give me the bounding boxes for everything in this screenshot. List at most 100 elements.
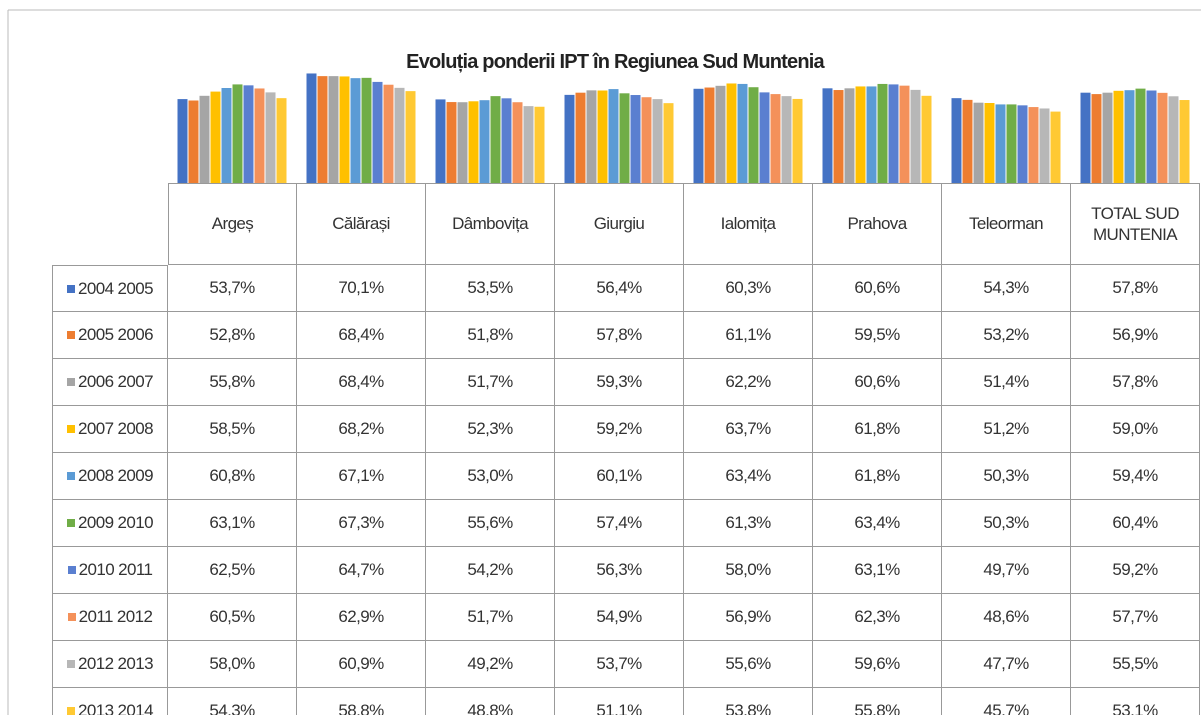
table-value-text: 63,1%: [854, 560, 900, 580]
table-value-text: 53,1%: [1112, 701, 1158, 715]
table-value: 59,3%: [555, 359, 684, 406]
table-value-text: 61,8%: [854, 419, 900, 439]
table-value-text: 68,4%: [338, 325, 384, 345]
table-value-text: 57,8%: [1112, 278, 1158, 298]
table-value-text: 61,3%: [725, 513, 771, 533]
table-value: 57,4%: [555, 500, 684, 547]
bar: [726, 83, 737, 183]
legend-key: [67, 472, 76, 480]
table-value: 61,1%: [684, 312, 813, 359]
bar: [501, 98, 512, 183]
legend-entry-text: 2010 2011: [78, 560, 153, 580]
table-value: 55,8%: [813, 688, 942, 715]
table-value: 56,3%: [555, 547, 684, 594]
bar: [1157, 92, 1168, 183]
table-value-text: 59,2%: [596, 419, 642, 439]
bar: [221, 88, 232, 183]
legend-key: [67, 613, 76, 621]
table-value: 50,3%: [942, 500, 1071, 547]
table-value: 61,3%: [684, 500, 813, 547]
bar: [350, 78, 361, 183]
table-value: 54,3%: [168, 688, 297, 715]
table-value-text: 60,6%: [854, 372, 900, 392]
bar: [652, 99, 663, 183]
table-value-text: 59,6%: [854, 654, 900, 674]
bar: [877, 83, 888, 183]
table-value-text: 58,0%: [209, 654, 255, 674]
table-value: 59,5%: [813, 312, 942, 359]
bar: [1168, 96, 1179, 183]
category-header: Argeș: [168, 183, 297, 265]
table-value-text: 53,2%: [983, 325, 1029, 345]
table-value: 53,2%: [942, 312, 1071, 359]
table-value: 51,1%: [555, 688, 684, 715]
table-value-text: 57,7%: [1112, 607, 1158, 627]
legend-key: [67, 519, 76, 527]
bar: [1050, 111, 1061, 183]
legend-entry: 2010 2011: [52, 547, 168, 594]
category-header: Călărași: [297, 183, 426, 265]
category-header-text: Dâmbovița: [452, 214, 528, 234]
table-value: 59,2%: [555, 406, 684, 453]
table-value-text: 51,7%: [467, 607, 513, 627]
table-value: 63,1%: [168, 500, 297, 547]
bar: [693, 88, 704, 183]
table-value-text: 53,0%: [467, 466, 513, 486]
legend-entry-text: 2006 2007: [78, 372, 154, 392]
legend-entry: 2008 2009: [52, 453, 168, 500]
bar: [951, 98, 962, 183]
category-header: TOTAL SUD MUNTENIA: [1071, 183, 1200, 265]
bar: [254, 88, 265, 183]
table-value: 62,3%: [813, 594, 942, 641]
table-value: 56,9%: [684, 594, 813, 641]
table-value: 63,4%: [813, 500, 942, 547]
bar: [405, 91, 416, 183]
table-value: 60,5%: [168, 594, 297, 641]
table-value: 62,9%: [297, 594, 426, 641]
bar: [1124, 90, 1135, 183]
table-value: 61,8%: [813, 453, 942, 500]
table-value: 62,2%: [684, 359, 813, 406]
table-value: 67,1%: [297, 453, 426, 500]
table-value-text: 63,4%: [854, 513, 900, 533]
legend-entry: 2012 2013: [52, 641, 168, 688]
bar: [1039, 108, 1050, 183]
table-value: 64,7%: [297, 547, 426, 594]
table-value: 53,7%: [168, 265, 297, 312]
table-value-text: 60,5%: [209, 607, 255, 627]
bar: [641, 97, 652, 183]
table-value-text: 67,1%: [338, 466, 384, 486]
bar: [619, 93, 630, 183]
table-value-text: 60,8%: [209, 466, 255, 486]
table-value-text: 50,3%: [983, 513, 1029, 533]
table-value-text: 67,3%: [338, 513, 384, 533]
category-header: Giurgiu: [555, 183, 684, 265]
table-value: 48,8%: [426, 688, 555, 715]
legend-entry-text: 2013 2014: [78, 701, 154, 715]
table-value: 51,8%: [426, 312, 555, 359]
table-value-text: 54,2%: [467, 560, 513, 580]
bar: [984, 103, 995, 183]
legend-entry: 2007 2008: [52, 406, 168, 453]
bar: [339, 76, 350, 183]
category-header-text: Prahova: [847, 214, 907, 234]
table-value-text: 60,9%: [338, 654, 384, 674]
bar: [1028, 107, 1039, 183]
bar: [781, 96, 792, 183]
table-value-text: 58,0%: [725, 560, 771, 580]
bar: [1146, 90, 1157, 183]
table-value: 58,8%: [297, 688, 426, 715]
bar: [210, 91, 221, 183]
table-value: 55,6%: [684, 641, 813, 688]
bar: [910, 89, 921, 183]
bar: [586, 90, 597, 183]
table-value-text: 61,8%: [854, 466, 900, 486]
table-value-text: 53,5%: [467, 278, 513, 298]
legend-key: [67, 425, 76, 433]
table-value-text: 60,6%: [854, 278, 900, 298]
table-value: 49,7%: [942, 547, 1071, 594]
bar: [435, 99, 446, 183]
table-value: 63,4%: [684, 453, 813, 500]
bar: [512, 102, 523, 183]
table-value: 68,2%: [297, 406, 426, 453]
